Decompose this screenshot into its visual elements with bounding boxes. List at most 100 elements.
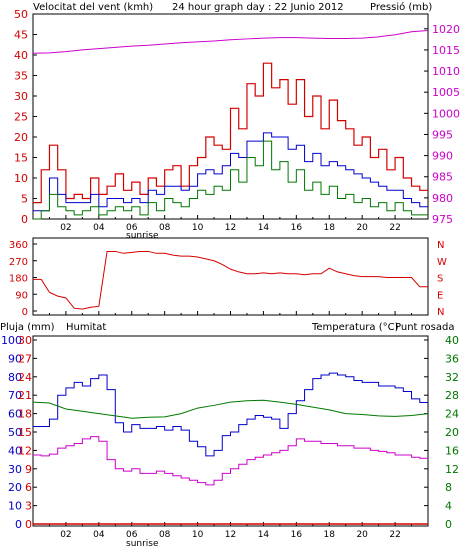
- bottom-chart-frame: [32, 335, 429, 527]
- wind-y-tick-label: 5: [21, 193, 28, 206]
- rain-y-tick-label: 3: [25, 500, 32, 513]
- rain-y-tick-label: 27: [18, 352, 32, 365]
- pressure-y-tick-label: 995: [432, 128, 453, 141]
- direction-y-tick-label: 360: [9, 240, 28, 251]
- top-x-tick-label: 16: [291, 223, 303, 233]
- sunrise-label-bottom: sunrise: [126, 539, 159, 549]
- rain-y-tick-label: 0: [25, 518, 32, 531]
- series-wind-speed: [33, 132, 428, 212]
- temperature-y-tick-label: 20: [445, 426, 459, 439]
- temperature-y-tick-label: 32: [445, 371, 459, 384]
- wind-axis-label: Velocitat del vent (kmh): [33, 2, 153, 13]
- humidity-y-tick-label: 60: [8, 408, 22, 421]
- bottom-x-tick-label: 08: [159, 530, 171, 540]
- chart-title: 24 hour graph day : 22 Junio 2012: [172, 2, 344, 13]
- top-x-tick-label: 06: [126, 223, 138, 233]
- top-x-tick-label: 04: [93, 223, 105, 233]
- humidity-y-tick-label: 100: [1, 334, 22, 347]
- bottom-x-tick-label: 04: [93, 530, 105, 540]
- wind-y-tick-label: 15: [14, 152, 28, 165]
- direction-compass-label: N: [437, 307, 444, 318]
- top-x-tick-label: 22: [389, 223, 400, 233]
- temperature-y-tick-label: 28: [445, 389, 459, 402]
- series-gust: [33, 62, 428, 204]
- direction-compass-label: N: [437, 240, 444, 251]
- top-x-tick-label: 02: [60, 223, 71, 233]
- wind-y-tick-label: 10: [14, 172, 28, 185]
- temperature-y-tick-label: 24: [445, 408, 459, 421]
- top-x-tick-label: 20: [356, 223, 368, 233]
- direction-y-tick-label: 0: [22, 307, 28, 318]
- temperature-y-tick-label: 0: [445, 518, 452, 531]
- sunrise-label-top: sunrise: [126, 231, 159, 241]
- humidity-y-tick-label: 0: [15, 518, 22, 531]
- wind-y-tick-label: 25: [14, 111, 28, 124]
- wind-y-tick-label: 35: [14, 70, 28, 83]
- temperature-y-tick-label: 36: [445, 352, 459, 365]
- series-pressure: [32, 29, 429, 54]
- temperature-y-tick-label: 8: [445, 481, 452, 494]
- direction-compass-label: W: [437, 257, 447, 268]
- series-temperature: [32, 399, 429, 419]
- wind-y-tick-label: 0: [21, 213, 28, 226]
- bottom-x-tick-label: 06: [126, 530, 138, 540]
- humidity-y-tick-label: 70: [8, 389, 22, 402]
- pressure-y-tick-label: 1015: [432, 44, 460, 57]
- top-x-tick-label: 18: [324, 223, 336, 233]
- bottom-x-tick-label: 12: [225, 530, 236, 540]
- bottom-x-tick-label: 14: [258, 530, 270, 540]
- bottom-x-tick-label: 20: [356, 530, 368, 540]
- humidity-y-tick-label: 30: [8, 463, 22, 476]
- rain-y-tick-label: 6: [25, 481, 32, 494]
- temperature-y-tick-label: 4: [445, 500, 452, 513]
- wind-y-tick-label: 30: [14, 90, 28, 103]
- humidity-y-tick-label: 90: [8, 352, 22, 365]
- wind-y-tick-label: 50: [14, 8, 28, 21]
- rain-y-tick-label: 30: [18, 334, 32, 347]
- wind-y-tick-label: 45: [14, 29, 28, 42]
- bottom-x-tick-label: 22: [389, 530, 400, 540]
- direction-y-tick-label: 270: [9, 257, 28, 268]
- top-x-tick-label: 14: [258, 223, 270, 233]
- bottom-x-tick-label: 10: [192, 530, 204, 540]
- pressure-y-tick-label: 1010: [432, 65, 460, 78]
- humidity-axis-label: Humitat: [66, 322, 106, 333]
- chart-marks: 0510152025303540455097598098599099510001…: [1, 8, 460, 540]
- humidity-y-tick-label: 80: [8, 371, 22, 384]
- humidity-y-tick-label: 50: [8, 426, 22, 439]
- direction-y-tick-label: 90: [15, 290, 28, 301]
- series-wind-average: [33, 140, 428, 220]
- humidity-y-tick-label: 20: [8, 481, 22, 494]
- humidity-y-tick-label: 40: [8, 444, 22, 457]
- rain-y-tick-label: 9: [25, 463, 32, 476]
- bottom-x-tick-label: 16: [291, 530, 303, 540]
- rain-y-tick-label: 15: [18, 426, 32, 439]
- dewpoint-axis-label: Punt rosada: [395, 322, 454, 333]
- direction-compass-label: S: [437, 274, 443, 285]
- rain-y-tick-label: 18: [18, 408, 32, 421]
- rain-y-tick-label: 24: [18, 371, 32, 384]
- pressure-y-tick-label: 1005: [432, 86, 460, 99]
- rain-y-tick-label: 12: [18, 444, 32, 457]
- pressure-y-tick-label: 990: [432, 150, 453, 163]
- rain-axis-label: Pluja (mm): [0, 322, 55, 333]
- top-x-tick-label: 12: [225, 223, 236, 233]
- pressure-y-tick-label: 1020: [432, 23, 460, 36]
- pressure-axis-label: Pressió (mb): [370, 1, 432, 13]
- temperature-y-tick-label: 12: [445, 463, 459, 476]
- bottom-x-tick-label: 18: [324, 530, 336, 540]
- pressure-y-tick-label: 980: [432, 192, 453, 205]
- pressure-y-tick-label: 1000: [432, 107, 460, 120]
- pressure-y-tick-label: 975: [432, 213, 453, 226]
- series-humidity: [33, 372, 428, 457]
- top-x-tick-label: 08: [159, 223, 171, 233]
- bottom-x-tick-label: 02: [60, 530, 71, 540]
- temperature-y-tick-label: 40: [445, 334, 459, 347]
- direction-compass-label: E: [437, 290, 443, 301]
- top-x-tick-label: 10: [192, 223, 204, 233]
- series-dewpoint: [33, 436, 428, 486]
- humidity-y-tick-label: 10: [8, 500, 22, 513]
- temperature-axis-label: Temperatura (°C): [311, 322, 399, 333]
